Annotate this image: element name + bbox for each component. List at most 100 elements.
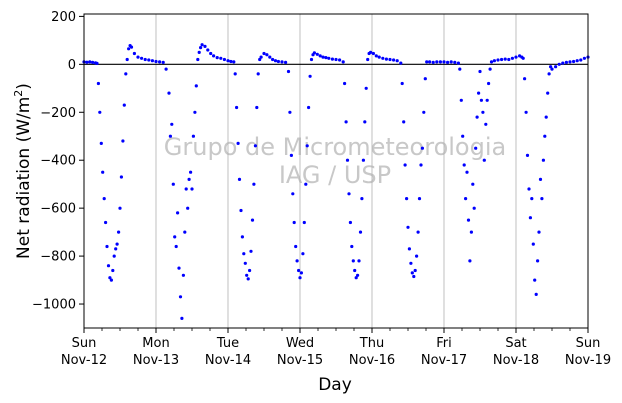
- data-point: [305, 144, 309, 148]
- data-point: [403, 163, 407, 167]
- data-point: [250, 218, 255, 222]
- data-point: [514, 55, 518, 59]
- data-point: [479, 98, 483, 102]
- data-point: [124, 72, 128, 76]
- data-point: [168, 134, 172, 138]
- data-point: [265, 53, 269, 57]
- data-point: [550, 67, 554, 71]
- data-point: [212, 54, 216, 58]
- data-point: [174, 244, 178, 249]
- data-point: [363, 120, 367, 124]
- data-point: [438, 60, 442, 64]
- data-point: [395, 59, 399, 63]
- data-point: [466, 218, 471, 222]
- data-point: [523, 77, 527, 81]
- data-point: [136, 55, 140, 59]
- data-point: [361, 158, 365, 162]
- data-point: [428, 60, 432, 64]
- data-point: [503, 57, 507, 61]
- data-point: [294, 244, 298, 249]
- data-point: [475, 115, 479, 119]
- x-tick-date-label: Nov-18: [493, 353, 539, 368]
- data-point: [459, 98, 463, 102]
- data-point: [312, 51, 316, 55]
- data-point: [360, 197, 364, 201]
- x-tick-date-label: Nov-16: [349, 353, 395, 368]
- data-point: [537, 230, 541, 234]
- data-point: [419, 163, 423, 167]
- data-point: [222, 57, 226, 62]
- data-point: [524, 110, 528, 114]
- data-point: [112, 254, 116, 258]
- data-point: [536, 259, 540, 263]
- data-point: [462, 163, 466, 167]
- data-point: [500, 57, 504, 62]
- x-tick-day-label: Wed: [286, 336, 314, 351]
- data-point: [255, 105, 259, 110]
- data-point: [232, 60, 236, 64]
- x-tick-date-label: Nov-12: [61, 353, 107, 368]
- data-point: [549, 65, 553, 69]
- data-point: [253, 144, 257, 148]
- data-point: [243, 261, 247, 265]
- data-point: [262, 51, 266, 56]
- data-point: [330, 57, 334, 61]
- data-point: [371, 51, 375, 56]
- data-point: [259, 55, 263, 59]
- y-tick-label: 0: [68, 58, 76, 73]
- data-point: [127, 47, 131, 51]
- data-point: [104, 220, 108, 225]
- watermark-line-1: Grupo de Micrometeorologia: [164, 133, 506, 161]
- x-tick-day-label: Fri: [436, 336, 452, 351]
- x-tick-day-label: Thu: [359, 336, 384, 351]
- data-point: [183, 230, 187, 234]
- data-point: [561, 61, 565, 65]
- data-point: [469, 230, 473, 234]
- data-point: [482, 158, 486, 162]
- x-axis-ticks: Sun Nov-12 Mon Nov-13 Tue Nov-14 Wed Nov-15 Thu N…: [61, 328, 611, 368]
- data-point: [91, 60, 95, 64]
- data-point: [109, 278, 113, 282]
- data-point: [111, 268, 115, 273]
- data-point: [196, 57, 200, 62]
- data-point: [356, 273, 360, 277]
- data-point: [304, 182, 308, 186]
- data-point: [453, 60, 457, 64]
- data-point: [252, 182, 256, 186]
- data-point: [399, 61, 403, 65]
- data-point: [245, 273, 249, 277]
- data-point: [472, 206, 476, 210]
- y-axis-title-close: ): [14, 83, 34, 90]
- data-point: [88, 60, 92, 64]
- data-point: [117, 230, 121, 234]
- data-point: [572, 59, 576, 64]
- data-point: [344, 120, 348, 124]
- data-point: [122, 103, 126, 107]
- y-axis-ticks: 200 0 −200 −400 −600 −800 −1000: [32, 10, 84, 313]
- data-point: [193, 110, 197, 114]
- data-point: [248, 268, 252, 273]
- data-point: [345, 158, 350, 162]
- data-point: [164, 67, 168, 71]
- data-point: [150, 59, 154, 63]
- data-point: [496, 58, 500, 62]
- data-point: [353, 268, 357, 273]
- data-point: [194, 84, 198, 88]
- data-point: [191, 134, 195, 138]
- data-point: [538, 177, 543, 181]
- data-point: [510, 56, 514, 60]
- data-point: [284, 60, 288, 64]
- data-point: [105, 244, 109, 249]
- data-point: [190, 187, 194, 191]
- data-point: [347, 192, 351, 196]
- data-point: [484, 122, 488, 126]
- data-point: [121, 139, 125, 143]
- data-points: [82, 43, 590, 320]
- data-point: [564, 60, 569, 64]
- data-point: [546, 91, 550, 95]
- data-point: [256, 72, 260, 76]
- data-point: [554, 65, 558, 69]
- data-point: [374, 54, 378, 58]
- data-point: [412, 274, 416, 279]
